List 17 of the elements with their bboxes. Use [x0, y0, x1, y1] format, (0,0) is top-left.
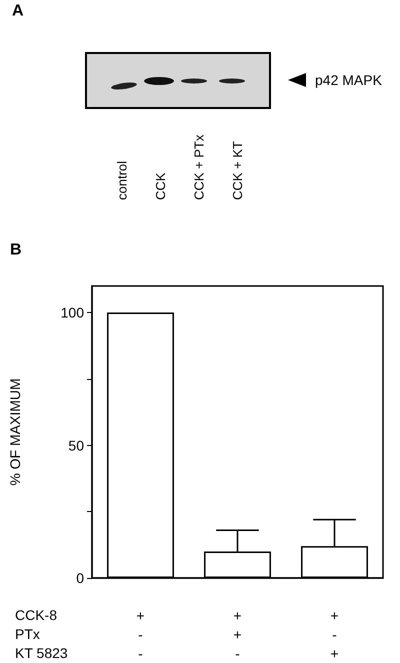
text: control — [114, 160, 130, 200]
text: A — [12, 2, 24, 20]
text: CCK-8 — [15, 607, 58, 623]
x-tick-label: + + - — [233, 608, 242, 662]
text: CCK + KT — [230, 141, 245, 200]
chart-title: B — [10, 242, 22, 258]
x-tick-label: + - + — [330, 608, 339, 662]
text: PTx — [15, 626, 40, 642]
y-tick-label: 100 — [60, 304, 84, 321]
text: p42 MAPK — [315, 72, 383, 88]
text: CCK + PTx — [192, 134, 206, 200]
x-tick-label: + - - — [136, 608, 145, 662]
text: KT 5823 — [15, 645, 68, 661]
y-tick-label: 50 — [68, 437, 84, 454]
y-tick-label: 0 — [76, 570, 84, 586]
y-axis-title: % OF MAXIMUM — [7, 378, 23, 486]
text: CCK — [153, 172, 168, 200]
